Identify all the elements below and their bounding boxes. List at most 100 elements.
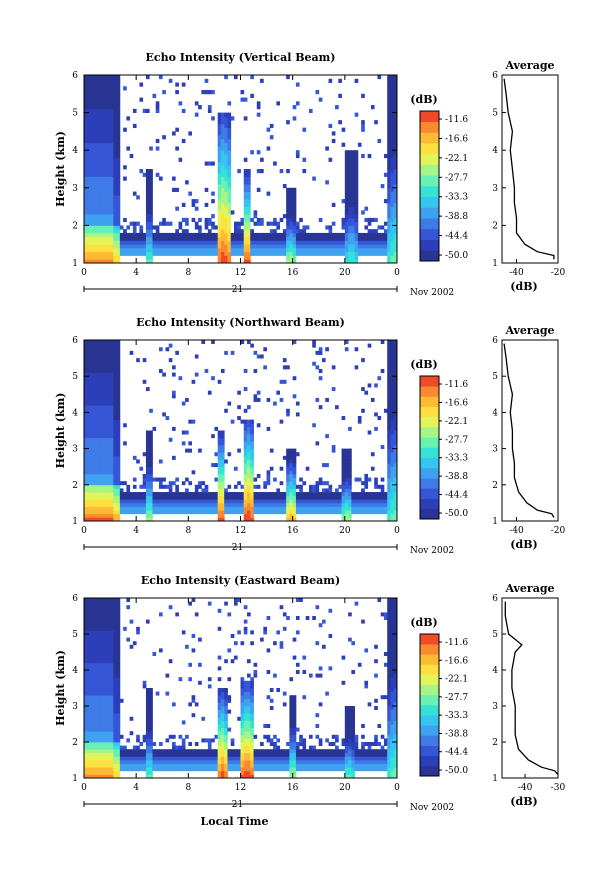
heatmap-cell bbox=[116, 698, 121, 703]
heatmap-cell bbox=[315, 481, 320, 486]
heatmap-cell bbox=[155, 101, 160, 106]
heatmap-cell bbox=[354, 495, 359, 500]
heatmap-cell bbox=[361, 488, 365, 493]
heatmap-cell bbox=[282, 612, 287, 617]
heatmap-cell bbox=[90, 423, 95, 428]
heatmap-cell bbox=[299, 251, 303, 256]
heatmap-cell bbox=[243, 724, 248, 728]
heatmap-cell bbox=[233, 244, 238, 249]
heatmap-cell bbox=[149, 499, 153, 504]
heatmap-cell bbox=[172, 767, 176, 772]
heatmap-cell bbox=[243, 452, 248, 457]
heatmap-cell bbox=[165, 244, 170, 249]
heatmap-cell bbox=[393, 251, 398, 256]
heatmap-cell bbox=[260, 637, 264, 642]
heatmap-cell bbox=[387, 82, 391, 87]
heatmap-cell bbox=[113, 720, 117, 725]
heatmap-cell bbox=[390, 383, 395, 388]
heatmap-cell bbox=[172, 240, 176, 245]
heatmap-cell bbox=[289, 187, 294, 192]
heatmap-cell bbox=[292, 484, 297, 489]
heatmap-cell bbox=[211, 506, 215, 511]
heatmap-cell bbox=[87, 455, 91, 460]
heatmap-cell bbox=[145, 774, 150, 779]
heatmap-cell bbox=[106, 774, 111, 779]
heatmap-cell bbox=[87, 93, 91, 98]
heatmap-cell bbox=[93, 361, 98, 366]
heatmap-cell bbox=[103, 93, 108, 98]
heatmap-cell bbox=[351, 259, 356, 264]
heatmap-cell bbox=[93, 138, 98, 144]
heatmap-cell bbox=[106, 634, 111, 638]
heatmap-cell bbox=[129, 232, 134, 238]
heatmap-cell bbox=[106, 217, 111, 223]
heatmap-cell bbox=[145, 195, 150, 200]
heatmap-cell bbox=[145, 506, 150, 511]
heatmap-cell bbox=[103, 652, 108, 656]
heatmap-cell bbox=[194, 510, 199, 515]
heatmap-cell bbox=[266, 240, 271, 245]
heatmap-cell bbox=[312, 616, 316, 620]
heatmap-cell bbox=[87, 608, 91, 613]
heatmap-cell bbox=[84, 195, 88, 200]
heatmap-cell bbox=[299, 767, 303, 772]
heatmap-cell bbox=[84, 361, 88, 366]
heatmap-cell bbox=[266, 146, 271, 151]
heatmap-cell bbox=[149, 738, 153, 743]
heatmap-cell bbox=[93, 716, 98, 721]
heatmap-cell bbox=[273, 477, 277, 482]
heatmap-cell bbox=[295, 745, 300, 750]
heatmap-cell bbox=[335, 251, 339, 256]
heatmap-cell bbox=[387, 506, 391, 511]
heatmap-cell bbox=[348, 244, 352, 249]
heatmap-cell bbox=[97, 383, 101, 388]
heatmap-cell bbox=[103, 112, 108, 117]
heatmap-cell bbox=[286, 251, 290, 256]
heatmap-cell bbox=[149, 217, 153, 223]
heatmap-cell bbox=[84, 473, 88, 478]
heatmap-cell bbox=[185, 180, 189, 185]
heatmap-cell bbox=[253, 752, 258, 757]
heatmap-cell bbox=[295, 756, 300, 761]
heatmap-cell bbox=[227, 131, 232, 136]
heatmap-cell bbox=[110, 101, 114, 106]
heatmap-cell bbox=[266, 221, 271, 226]
heatmap-cell bbox=[260, 232, 264, 238]
heatmap-cell bbox=[331, 221, 336, 226]
heatmap-cell bbox=[292, 481, 297, 486]
average-title: Average bbox=[504, 324, 554, 337]
heatmap-cell bbox=[116, 477, 121, 482]
heatmap-cell bbox=[393, 123, 398, 129]
heatmap-cell bbox=[276, 506, 281, 511]
heatmap-cell bbox=[90, 652, 95, 656]
heatmap-cell bbox=[312, 247, 316, 253]
heatmap-cell bbox=[87, 165, 91, 170]
heatmap-cell bbox=[145, 180, 150, 185]
heatmap-cell bbox=[90, 463, 95, 468]
heatmap-cell bbox=[149, 709, 153, 714]
heatmap-cell bbox=[344, 229, 349, 234]
heatmap-cell bbox=[201, 247, 206, 253]
heatmap-cell bbox=[390, 343, 395, 348]
heatmap-cell bbox=[263, 502, 267, 507]
heatmap-cell bbox=[361, 232, 365, 238]
heatmap-cell bbox=[289, 247, 294, 253]
heatmap-cell bbox=[84, 142, 88, 147]
heatmap-cell bbox=[126, 767, 131, 772]
heatmap-cell bbox=[158, 221, 163, 226]
heatmap-cell bbox=[84, 634, 88, 638]
heatmap-cell bbox=[315, 767, 320, 772]
heatmap-cell bbox=[87, 695, 91, 700]
heatmap-cell bbox=[224, 142, 228, 147]
heatmap-cell bbox=[217, 120, 222, 125]
heatmap-cell bbox=[106, 648, 111, 653]
heatmap-cell bbox=[106, 488, 111, 493]
heatmap-cell bbox=[354, 195, 359, 200]
heatmap-cell bbox=[84, 770, 88, 775]
heatmap-cell bbox=[139, 82, 144, 87]
heatmap-cell bbox=[129, 756, 134, 761]
heatmap-cell bbox=[188, 247, 192, 253]
heatmap-cell bbox=[211, 756, 215, 761]
heatmap-cell bbox=[204, 90, 209, 95]
heatmap-cell bbox=[227, 240, 232, 245]
